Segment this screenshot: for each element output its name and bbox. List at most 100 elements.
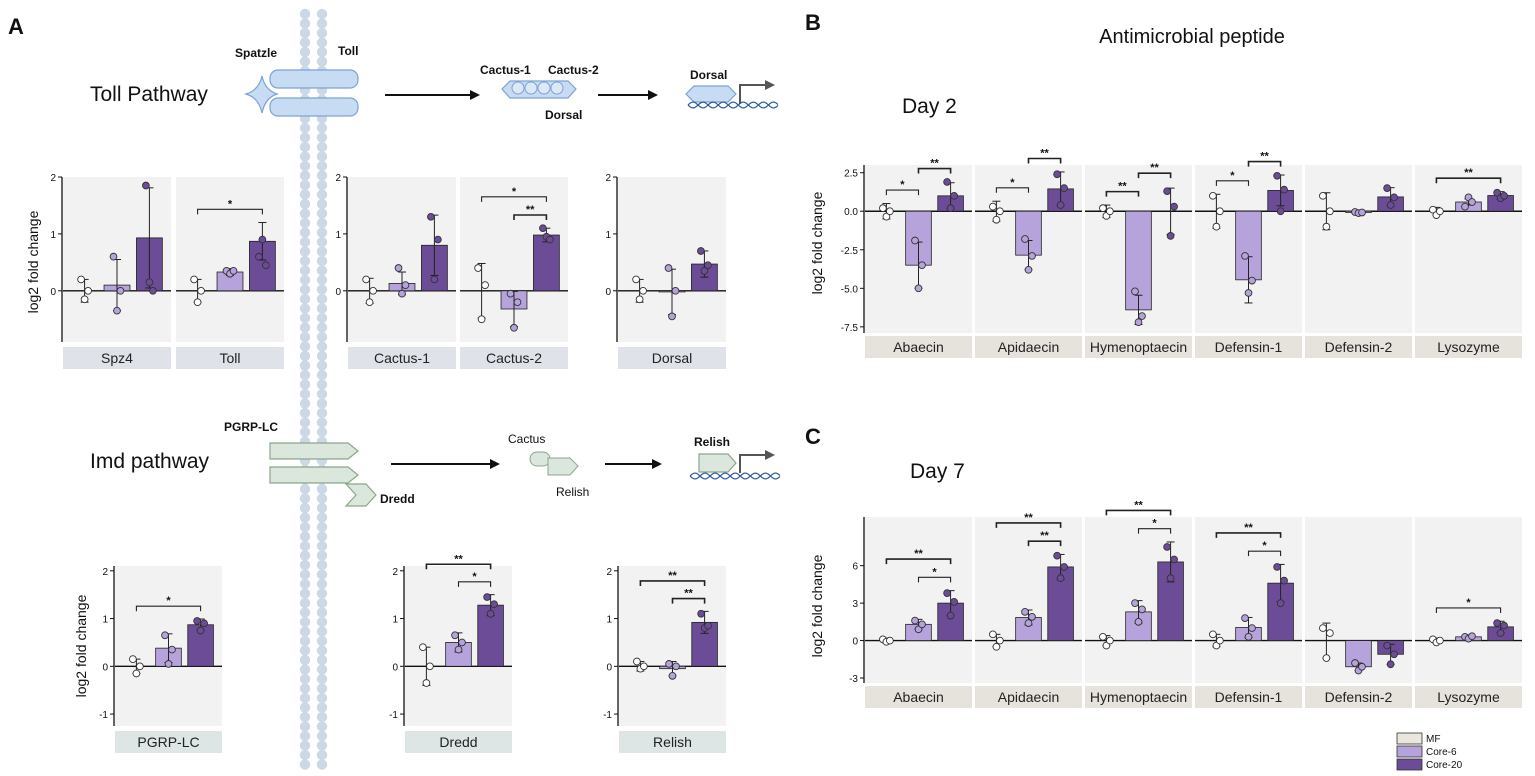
membrane-dot <box>299 664 311 675</box>
panel-strip <box>63 347 171 369</box>
data-point <box>1390 193 1398 202</box>
data-point <box>704 621 712 630</box>
membrane-dot <box>316 540 328 552</box>
data-point <box>882 212 891 221</box>
membrane-dot <box>316 588 328 599</box>
data-point <box>1468 198 1476 206</box>
pgrp-receptor-upper <box>269 442 359 460</box>
bar-core-20 <box>533 234 560 292</box>
significance-bracket <box>1027 540 1062 547</box>
membrane-dot <box>299 198 311 210</box>
data-point <box>109 252 118 261</box>
significance-label: * <box>166 595 171 607</box>
membrane-dot <box>299 398 311 409</box>
significance-label: * <box>1010 177 1015 189</box>
significance-label: ** <box>1040 530 1049 542</box>
data-point <box>258 235 267 244</box>
cactus-subunit <box>537 81 551 95</box>
significance-bracket <box>1247 550 1282 557</box>
data-point <box>1351 659 1359 667</box>
membrane-dot <box>299 654 311 666</box>
data-point <box>369 286 377 295</box>
data-point <box>546 235 554 244</box>
data-point <box>1209 191 1217 200</box>
bar-core-6 <box>905 210 932 266</box>
membrane-dot <box>316 721 328 732</box>
data-point <box>700 267 709 275</box>
cactus-label: Cactus <box>508 432 545 446</box>
panel-strip <box>1195 686 1302 708</box>
data-point <box>197 286 205 295</box>
membrane-dot <box>299 407 311 419</box>
membrane-dot <box>316 759 328 770</box>
y-tick-label: 2.5 <box>844 169 858 180</box>
significance-label: ** <box>1150 162 1159 174</box>
data-point <box>1056 201 1065 209</box>
relish-complex-shape <box>547 457 579 476</box>
membrane-dot <box>299 265 311 276</box>
membrane-dot <box>299 331 311 343</box>
membrane-dot <box>316 578 328 590</box>
panel-strip <box>1415 336 1522 358</box>
membrane-dot <box>299 341 311 352</box>
membrane-dot <box>316 37 328 48</box>
significance-bracket <box>197 208 263 215</box>
data-point <box>1138 312 1146 320</box>
significance-bracket <box>513 214 548 221</box>
data-point <box>229 267 238 275</box>
significance-bracket <box>885 189 920 196</box>
membrane-dot <box>299 683 311 694</box>
data-point <box>394 264 403 272</box>
data-point <box>132 669 141 678</box>
y-axis-label: log2 fold change <box>25 210 41 313</box>
membrane-dot <box>299 379 311 390</box>
data-point <box>1028 612 1036 621</box>
data-point <box>1276 599 1285 607</box>
membrane-dot <box>316 521 328 533</box>
data-point <box>1244 289 1253 297</box>
membrane-dot <box>316 331 328 343</box>
y-tick-label: 0 <box>605 287 611 298</box>
data-point <box>77 275 85 284</box>
panel-strip-label: Defensin-1 <box>1215 339 1283 355</box>
panel-strip <box>176 347 284 369</box>
legend-label-core20: Core-20 <box>1426 760 1463 771</box>
data-point <box>1131 287 1139 296</box>
membrane-dot <box>299 27 311 39</box>
membrane-dot <box>316 303 328 314</box>
data-point <box>196 626 205 635</box>
membrane-dot <box>299 369 311 381</box>
data-point <box>145 278 154 287</box>
significance-bracket <box>1215 180 1250 186</box>
membrane-dot <box>299 274 311 286</box>
data-point <box>1461 202 1469 211</box>
significance-label: * <box>472 571 477 583</box>
y-tick-label: -1 <box>603 710 612 721</box>
membrane-dot <box>316 654 328 666</box>
data-point <box>1024 265 1033 274</box>
data-point <box>1212 222 1221 231</box>
toll-pathway-title: Toll Pathway <box>90 83 208 106</box>
significance-label: ** <box>1024 512 1033 524</box>
membrane-dot <box>299 483 311 495</box>
panel-background <box>1305 165 1412 333</box>
membrane-dot <box>299 236 311 248</box>
y-tick-label: 0 <box>335 287 341 298</box>
membrane-dot <box>299 8 311 20</box>
membrane-dot <box>299 692 311 704</box>
significance-label: * <box>1466 597 1471 609</box>
transcription-arrow-toll-head <box>765 80 775 90</box>
membrane-dot <box>316 284 328 295</box>
data-point <box>918 261 926 270</box>
data-point <box>483 593 491 601</box>
significance-label: ** <box>454 553 463 565</box>
data-point <box>142 181 150 190</box>
data-point <box>1021 235 1029 243</box>
y-tick-label: -1 <box>99 710 108 721</box>
membrane-dot <box>316 322 328 333</box>
significance-bracket <box>995 187 1030 193</box>
data-point <box>1131 599 1139 607</box>
data-point <box>1429 205 1437 214</box>
data-point <box>113 306 121 315</box>
